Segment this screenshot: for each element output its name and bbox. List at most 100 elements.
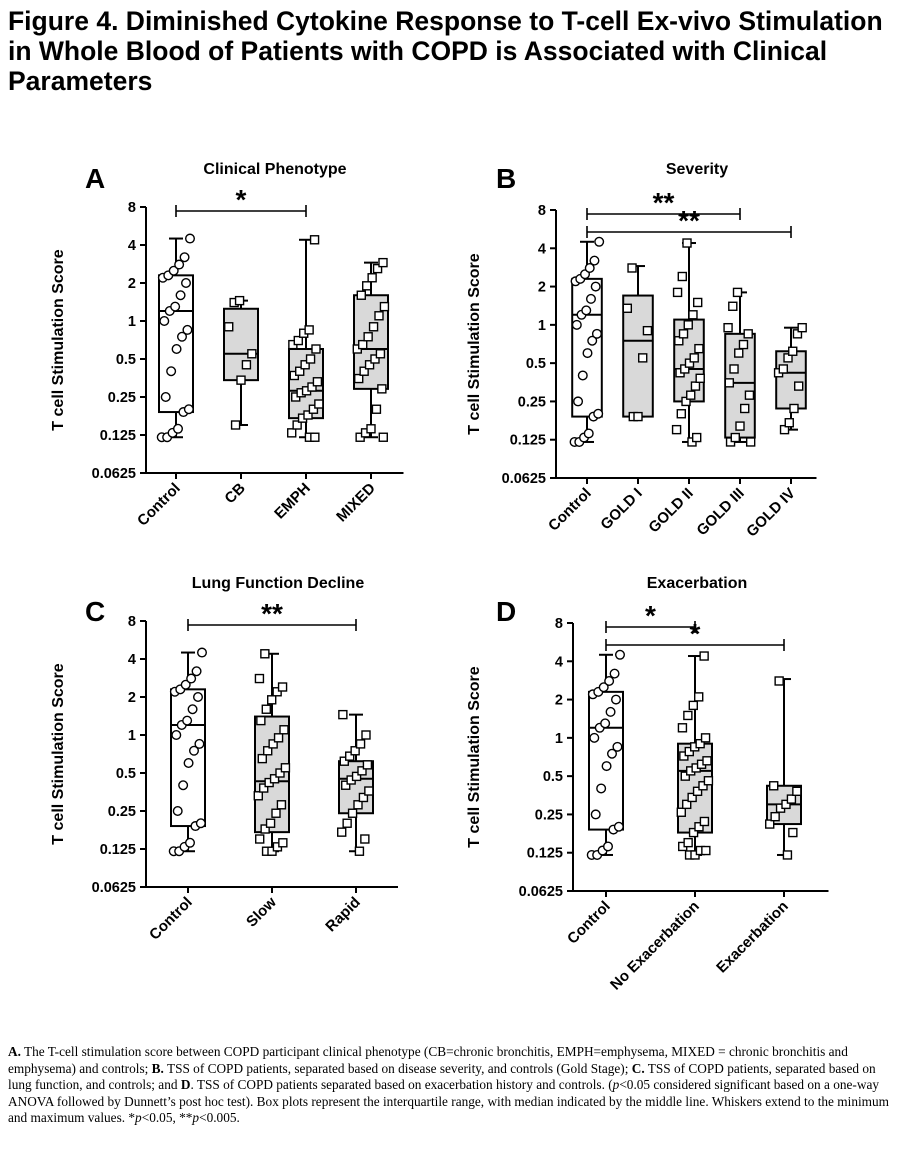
data-point-a: [379, 301, 390, 312]
data-point-a: [184, 233, 195, 244]
data-point-b: [688, 310, 698, 320]
data-point-d: [682, 799, 692, 810]
data-point-c: [172, 806, 183, 817]
data-point-a: [366, 424, 376, 434]
caption-text-d: . TSS of COPD patients separated based o…: [190, 1077, 613, 1092]
y-tick-label-d: 0.0625: [519, 884, 563, 900]
significance-bracket-d-1: *: [605, 618, 785, 651]
caption-p-italic-3: p: [192, 1110, 200, 1125]
data-point-a: [170, 301, 181, 312]
data-point-b: [738, 339, 749, 350]
data-point-b: [724, 378, 735, 388]
y-tick-label-d: 0.125: [527, 846, 563, 862]
y-tick-label-a: 8: [128, 200, 136, 216]
data-point-a: [303, 410, 313, 420]
data-point-b: [723, 322, 733, 333]
data-point-a: [364, 360, 375, 370]
data-point-c: [271, 808, 281, 818]
data-point-c: [364, 786, 374, 796]
y-tick-label-b: 8: [538, 203, 546, 219]
y-tick-label-c: 4: [128, 652, 136, 668]
data-point-c: [339, 756, 349, 766]
data-point-b: [797, 322, 807, 333]
x-tick-label-b: Control: [545, 485, 595, 535]
data-point-c: [188, 745, 199, 756]
y-tick-label-a: 0.25: [108, 390, 136, 406]
data-point-c: [361, 730, 371, 740]
data-point-a: [180, 278, 191, 289]
data-point-d: [612, 741, 623, 752]
y-tick-label-b: 1: [538, 318, 546, 334]
y-tick-label-a: 0.5: [116, 352, 136, 368]
significance-label-d: *: [645, 600, 656, 631]
data-point-b: [677, 271, 687, 282]
data-point-a: [359, 366, 369, 376]
data-point-a: [307, 382, 317, 392]
data-point-b: [745, 437, 756, 447]
data-point-c: [260, 824, 270, 834]
data-point-d: [610, 694, 621, 705]
data-point-b: [734, 348, 744, 358]
y-tick-label-c: 1: [128, 728, 136, 744]
data-point-a: [183, 404, 194, 415]
box-group-c-0: Control: [146, 647, 207, 944]
x-tick-label-c: Slow: [243, 894, 280, 931]
data-point-c: [178, 780, 189, 791]
y-tick-label-d: 1: [555, 731, 563, 747]
data-point-b: [581, 305, 592, 316]
data-point-c: [255, 834, 265, 844]
data-point-d: [694, 822, 704, 832]
data-point-c: [338, 709, 348, 720]
data-point-a: [168, 265, 179, 276]
data-point-a: [374, 311, 384, 321]
iqr-box-d: [588, 690, 624, 831]
data-point-d: [677, 723, 688, 733]
data-point-b: [789, 403, 799, 414]
x-tick-label-c: Control: [146, 894, 196, 944]
box-group-a-3: MIXED: [333, 257, 390, 525]
y-tick-label-a: 0.125: [100, 428, 136, 444]
data-point-a: [377, 384, 387, 394]
data-point-c: [275, 768, 285, 778]
caption-label-a: A.: [8, 1044, 21, 1059]
data-point-b: [591, 328, 602, 339]
data-point-d: [589, 732, 600, 743]
iqr-box-a: [158, 274, 194, 414]
data-point-d: [688, 827, 699, 838]
data-point-c: [187, 704, 198, 715]
x-tick-label-d: Control: [564, 898, 614, 948]
data-point-d: [614, 649, 625, 660]
x-tick-label-d: Exacerbation: [713, 898, 792, 977]
box-group-a-2: EMPH: [271, 235, 324, 522]
data-point-d: [701, 845, 711, 856]
data-point-c: [273, 733, 284, 743]
panel-letter-b: B: [496, 163, 516, 194]
data-point-b: [779, 424, 790, 435]
caption-text-p3: <0.005.: [199, 1110, 240, 1125]
panel-c: C Lung Function Decline T cell Stimulation…: [50, 575, 398, 944]
significance-bracket-b-1: **: [586, 205, 792, 238]
panel-b: B Severity T cell Stimulation Score 8 4 2 1 0.5…: [466, 161, 817, 540]
data-point-b: [571, 319, 582, 330]
significance-bracket-a-0: *: [175, 184, 307, 217]
caption-text-p: <0.05 considered significant based on a …: [8, 1077, 889, 1125]
data-point-b: [633, 411, 643, 422]
caption-label-b: B.: [151, 1060, 164, 1076]
y-tick-label-c: 8: [128, 614, 136, 630]
data-point-b: [695, 373, 705, 384]
data-point-c: [171, 730, 182, 741]
data-point-d: [770, 811, 780, 822]
data-point-c: [354, 846, 365, 856]
caption-label-c: C.: [631, 1060, 645, 1076]
caption-text-c: TSS of COPD patients, separated based on…: [8, 1060, 876, 1093]
figure-caption: A. The T-cell stimulation score between …: [8, 1044, 893, 1127]
data-point-d: [598, 682, 609, 693]
data-point-a: [371, 404, 382, 414]
y-tick-label-c: 0.125: [100, 842, 136, 858]
data-point-b: [730, 432, 740, 443]
data-point-c: [350, 746, 360, 756]
data-point-d: [774, 676, 784, 686]
y-tick-label-a: 2: [128, 276, 136, 292]
data-point-d: [781, 799, 791, 810]
data-point-c: [351, 771, 362, 782]
